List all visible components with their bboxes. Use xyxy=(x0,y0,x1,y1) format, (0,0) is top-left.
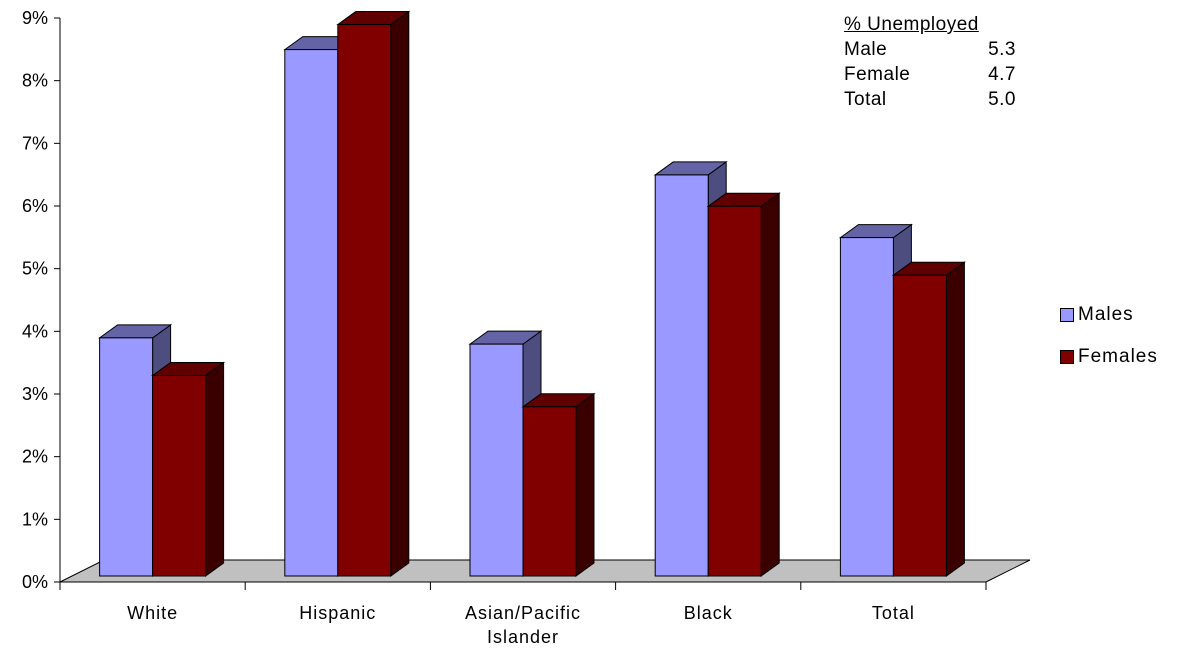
x-tick-label: Islander xyxy=(487,627,559,647)
x-tick-label: Black xyxy=(684,603,733,623)
bar-side-females xyxy=(205,361,225,577)
summary-row-total: Total 5.0 xyxy=(844,87,1016,112)
unemployment-summary: % Unemployed Male 5.3 Female 4.7 Total 5… xyxy=(844,12,1016,112)
y-tick-label: 3% xyxy=(22,384,48,404)
bar-females xyxy=(522,406,577,577)
x-tick-label: White xyxy=(127,603,178,623)
bar-side-females xyxy=(390,10,410,577)
legend-item-females: Females xyxy=(1060,345,1158,369)
bar-females xyxy=(337,24,392,577)
legend-label-males: Males xyxy=(1078,304,1134,325)
summary-label-total: Total xyxy=(844,89,887,110)
legend-item-males: Males xyxy=(1060,303,1158,327)
legend-swatch-females xyxy=(1060,350,1074,364)
summary-label-male: Male xyxy=(844,39,888,60)
summary-row-male: Male 5.3 xyxy=(844,37,1016,62)
summary-value-male: 5.3 xyxy=(988,39,1016,60)
x-tick-label: Hispanic xyxy=(299,603,376,623)
bar-side-females xyxy=(760,192,780,577)
bar-side-females xyxy=(575,392,595,577)
y-tick-label: 7% xyxy=(22,133,48,153)
summary-value-total: 5.0 xyxy=(988,89,1016,110)
y-tick-label: 5% xyxy=(22,259,48,279)
bar-males xyxy=(284,49,339,577)
bar-males xyxy=(99,337,154,577)
bar-females xyxy=(707,205,762,577)
bar-males xyxy=(839,237,894,577)
bar-side-females xyxy=(945,261,965,577)
bar-males xyxy=(469,343,524,577)
bar-females xyxy=(152,374,207,577)
chart-legend: Males Females xyxy=(1060,303,1158,387)
bar-males xyxy=(654,174,709,577)
y-tick-label: 9% xyxy=(22,8,48,28)
y-tick-label: 6% xyxy=(22,196,48,216)
y-tick-label: 2% xyxy=(22,447,48,467)
y-tick-label: 1% xyxy=(22,509,48,529)
y-tick-label: 0% xyxy=(22,572,48,592)
x-tick-label: Asian/Pacific xyxy=(465,603,581,623)
x-tick-label: Total xyxy=(872,603,915,623)
bar-females xyxy=(892,274,947,577)
legend-label-females: Females xyxy=(1078,346,1158,367)
summary-title: % Unemployed xyxy=(844,14,979,35)
summary-value-female: 4.7 xyxy=(988,64,1016,85)
legend-swatch-males xyxy=(1060,308,1074,322)
summary-label-female: Female xyxy=(844,64,911,85)
y-tick-label: 4% xyxy=(22,321,48,341)
y-tick-label: 8% xyxy=(22,71,48,91)
summary-row-female: Female 4.7 xyxy=(844,62,1016,87)
